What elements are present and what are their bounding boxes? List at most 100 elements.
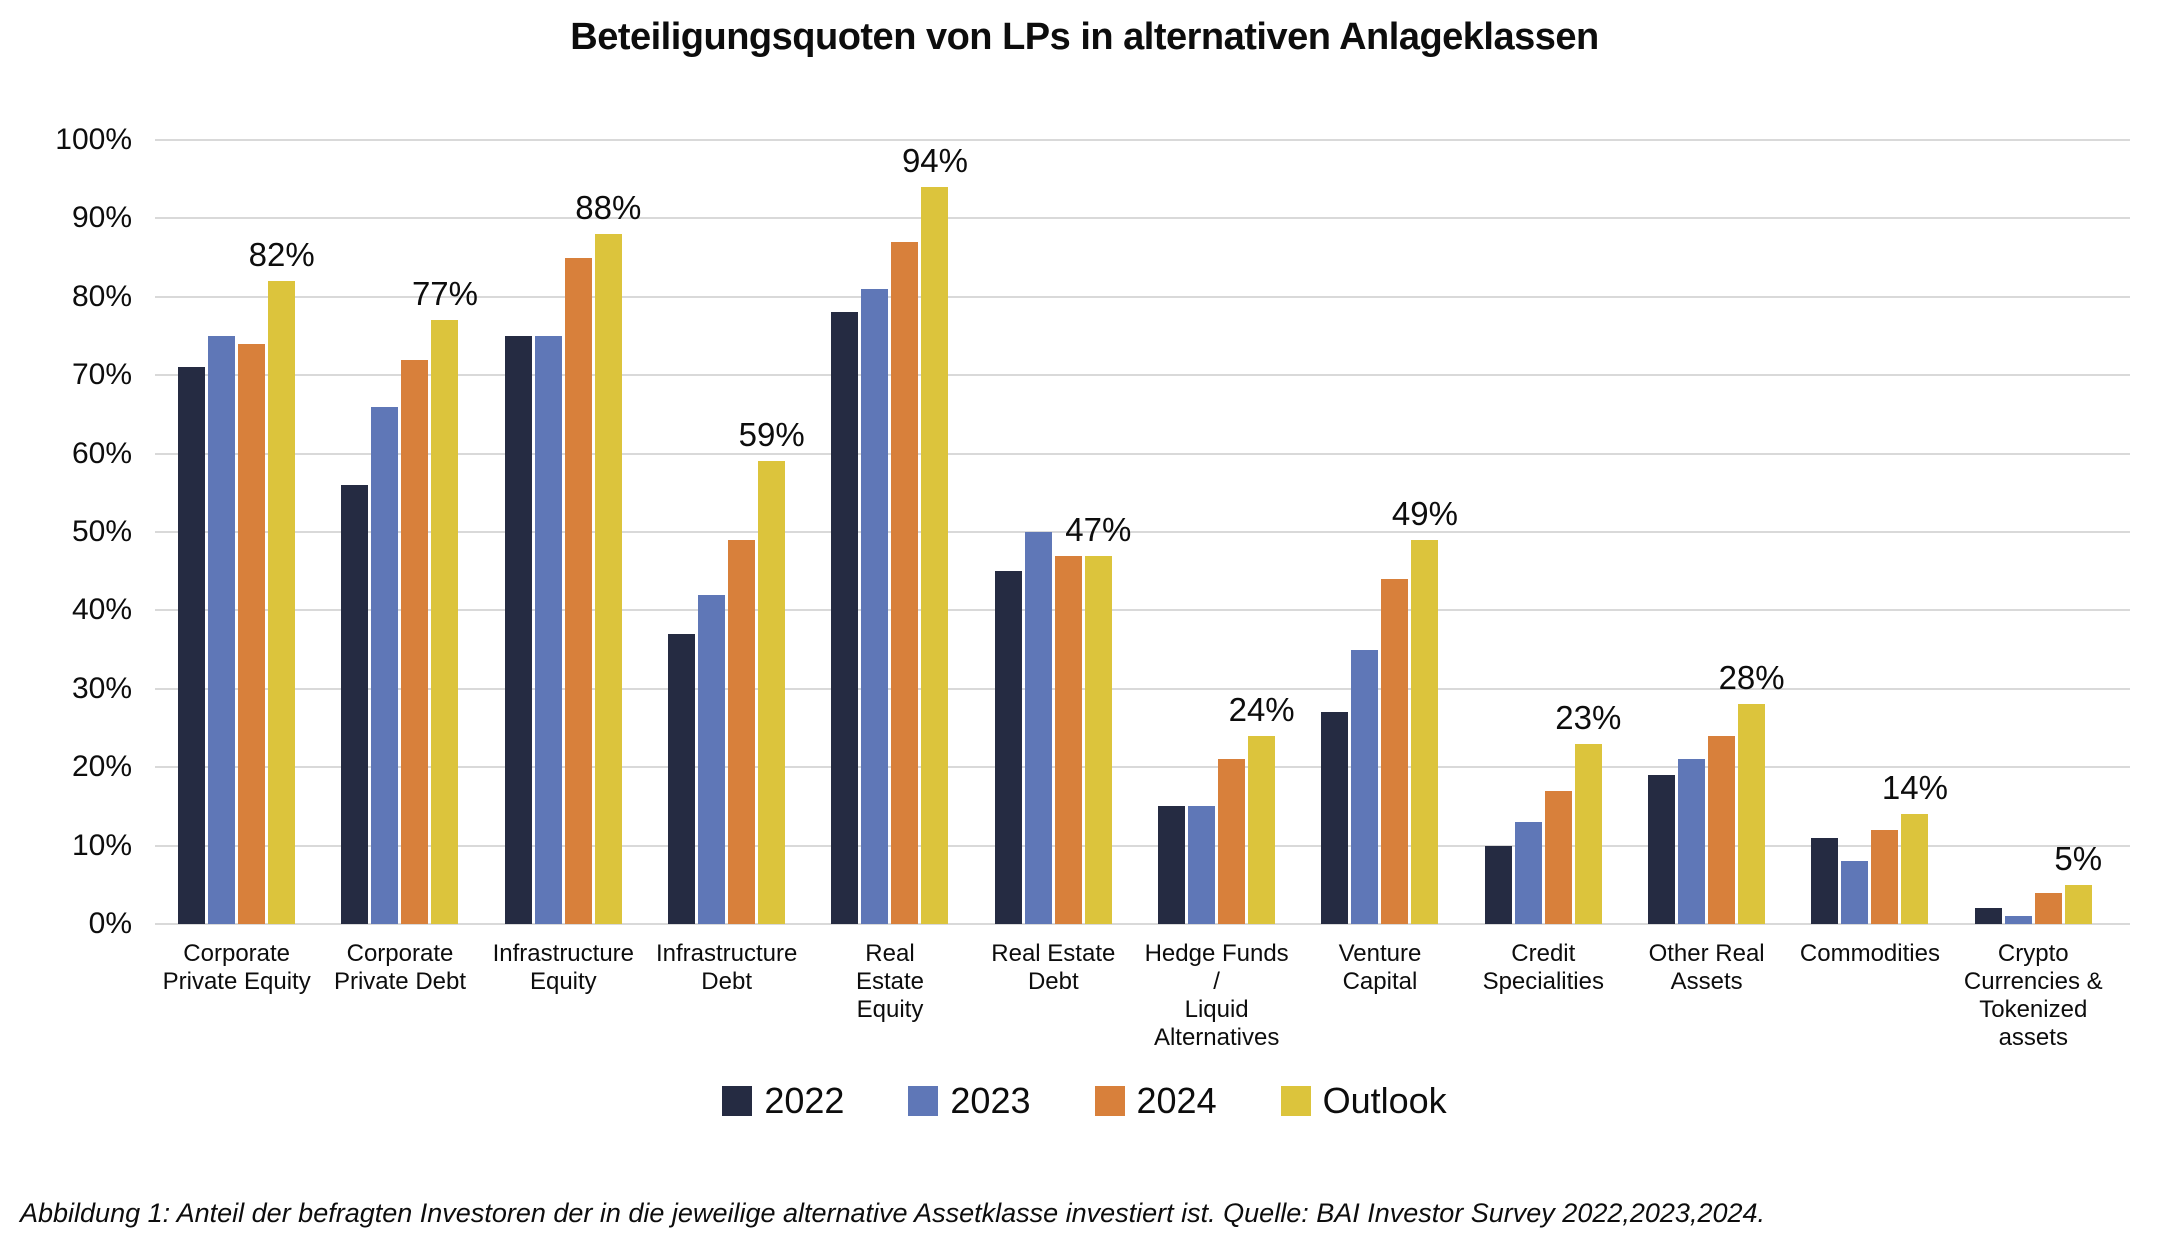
gridline-0 (155, 923, 2130, 925)
x-axis-label-line: Specialities (1482, 968, 1604, 995)
legend-swatch-2022 (722, 1086, 753, 1116)
x-axis-label-line: Commodities (1799, 940, 1940, 967)
bar-2024 (2034, 892, 2062, 924)
x-axis-label-line: Liquid (1184, 996, 1249, 1023)
bar-2024 (564, 257, 592, 924)
legend-item-outlook: Outlook (1280, 1080, 1447, 1121)
gridline-10 (155, 844, 2130, 847)
x-axis-label-line: Crypto (1997, 940, 2069, 967)
x-axis-label-line: Debt (701, 968, 752, 995)
chart-title: Beteiligungsquoten von LPs in alternativ… (570, 16, 1599, 58)
x-axis-label-line: Corporate (346, 940, 454, 967)
outlook-value-label: 88% (575, 189, 642, 227)
y-tick-label: 10% (71, 828, 132, 862)
gridline-80 (155, 295, 2130, 298)
bar-group: 14% (1788, 140, 1951, 924)
legend-label: Outlook (1322, 1080, 1447, 1121)
y-tick-label: 70% (71, 358, 132, 392)
outlook-value-label: 77% (411, 275, 479, 313)
bar-2024 (728, 539, 756, 924)
bar-group: 5% (1952, 140, 2115, 924)
legend: 2022 2023 2024 Outlook (0, 1082, 2169, 1120)
bar-2022 (341, 484, 369, 924)
bar-2023 (698, 594, 726, 924)
x-axis-label-line: Equity (529, 968, 597, 995)
x-axis-label-line: Hedge Funds / (1144, 940, 1289, 995)
y-tick-label: 60% (71, 436, 132, 470)
outlook-value-label: 24% (1228, 690, 1295, 728)
x-axis-category-label: Real Estate Equity (808, 940, 971, 1052)
bar-2024 (891, 241, 919, 924)
outlook-value-label: 94% (901, 142, 968, 180)
x-axis-label-line: Private Equity (162, 968, 311, 995)
bar-group: 59% (645, 140, 808, 924)
gridline-90 (155, 217, 2130, 220)
x-axis-category-label: Infrastructure Debt (645, 940, 808, 1052)
outlook-value-label: 5% (2054, 839, 2103, 877)
figure-caption: Abbildung 1: Anteil der befragten Invest… (20, 1198, 1766, 1228)
x-axis-label-line: Private Debt (333, 968, 467, 995)
x-axis-label-line: Corporate (183, 940, 291, 967)
x-axis-label-line: Estate (855, 968, 924, 995)
bar-outlook (594, 234, 622, 924)
x-axis-label-line: Infrastructure (655, 940, 798, 967)
bar-2023 (371, 406, 399, 924)
outlook-value-label: 47% (1065, 510, 1132, 548)
bar-group: 77% (318, 140, 481, 924)
x-axis-label-line: Assets (1670, 968, 1743, 995)
bar-outlook (1574, 743, 1602, 924)
bar-2022 (178, 367, 206, 924)
bar-2023 (208, 336, 236, 924)
bar-group: 23% (1462, 140, 1625, 924)
bar-group: 94% (808, 140, 971, 924)
bar-2024 (1871, 829, 1899, 924)
x-axis-label-line: Tokenized assets (1979, 996, 2088, 1051)
legend-swatch-2024 (1094, 1086, 1125, 1116)
legend-item-2023: 2023 (908, 1080, 1031, 1121)
x-axis-category-label: Venture Capital (1298, 940, 1461, 1052)
bar-2022 (1974, 908, 2002, 924)
bar-groups: 82% 77% 88% 59% 94% 47% 24% 49% 23% 28% 14% 5% (155, 140, 2115, 924)
x-axis-label-line: Real (865, 940, 915, 967)
y-tick-label: 20% (71, 750, 132, 784)
bar-2023 (2004, 916, 2032, 924)
outlook-value-label: 14% (1881, 769, 1948, 807)
legend-swatch-2023 (908, 1086, 939, 1116)
bar-outlook (1901, 814, 1929, 924)
legend-label: 2023 (950, 1080, 1031, 1121)
bar-2023 (1678, 759, 1706, 924)
bar-outlook (1411, 539, 1439, 924)
legend-label: 2022 (764, 1080, 845, 1121)
x-axis-category-label: Hedge Funds / Liquid Alternatives (1135, 940, 1298, 1052)
outlook-value-label: 23% (1555, 698, 1622, 736)
bar-2024 (1381, 579, 1409, 924)
y-tick-label: 0% (88, 907, 132, 940)
bar-2022 (668, 633, 696, 924)
bar-2022 (1484, 845, 1512, 924)
x-axis-label-line: Capital (1342, 968, 1418, 995)
gridline-20 (155, 766, 2130, 769)
bar-2022 (1811, 837, 1839, 924)
x-axis-category-label: Infrastructure Equity (482, 940, 645, 1052)
gridline-70 (155, 374, 2130, 377)
gridline-40 (155, 609, 2130, 612)
x-axis-labels: Corporate Private Equity Corporate Private … (155, 940, 2115, 1052)
bar-outlook (268, 281, 296, 924)
bar-group: 88% (482, 140, 645, 924)
y-axis-labels: 100% 90% 80% 70% 60% 50% 40% 30% 20% 10% 0% (0, 123, 132, 940)
bar-outlook (2064, 884, 2092, 924)
x-axis-label-line: Other Real (1648, 940, 1765, 967)
legend-item-2022: 2022 (722, 1082, 844, 1120)
x-axis-label-line: Infrastructure (492, 940, 635, 967)
y-tick-label: 90% (71, 201, 132, 235)
bar-2024 (1218, 759, 1246, 924)
bar-2022 (1648, 775, 1676, 924)
bar-2023 (1188, 806, 1216, 924)
x-axis-category-label: Other Real Assets (1625, 940, 1788, 1052)
bar-2024 (1708, 735, 1736, 924)
bar-2023 (1351, 649, 1379, 924)
outlook-value-label: 82% (248, 236, 315, 274)
bar-group: 82% (155, 140, 318, 924)
bar-2024 (401, 359, 429, 924)
legend-swatch-outlook (1280, 1086, 1311, 1116)
